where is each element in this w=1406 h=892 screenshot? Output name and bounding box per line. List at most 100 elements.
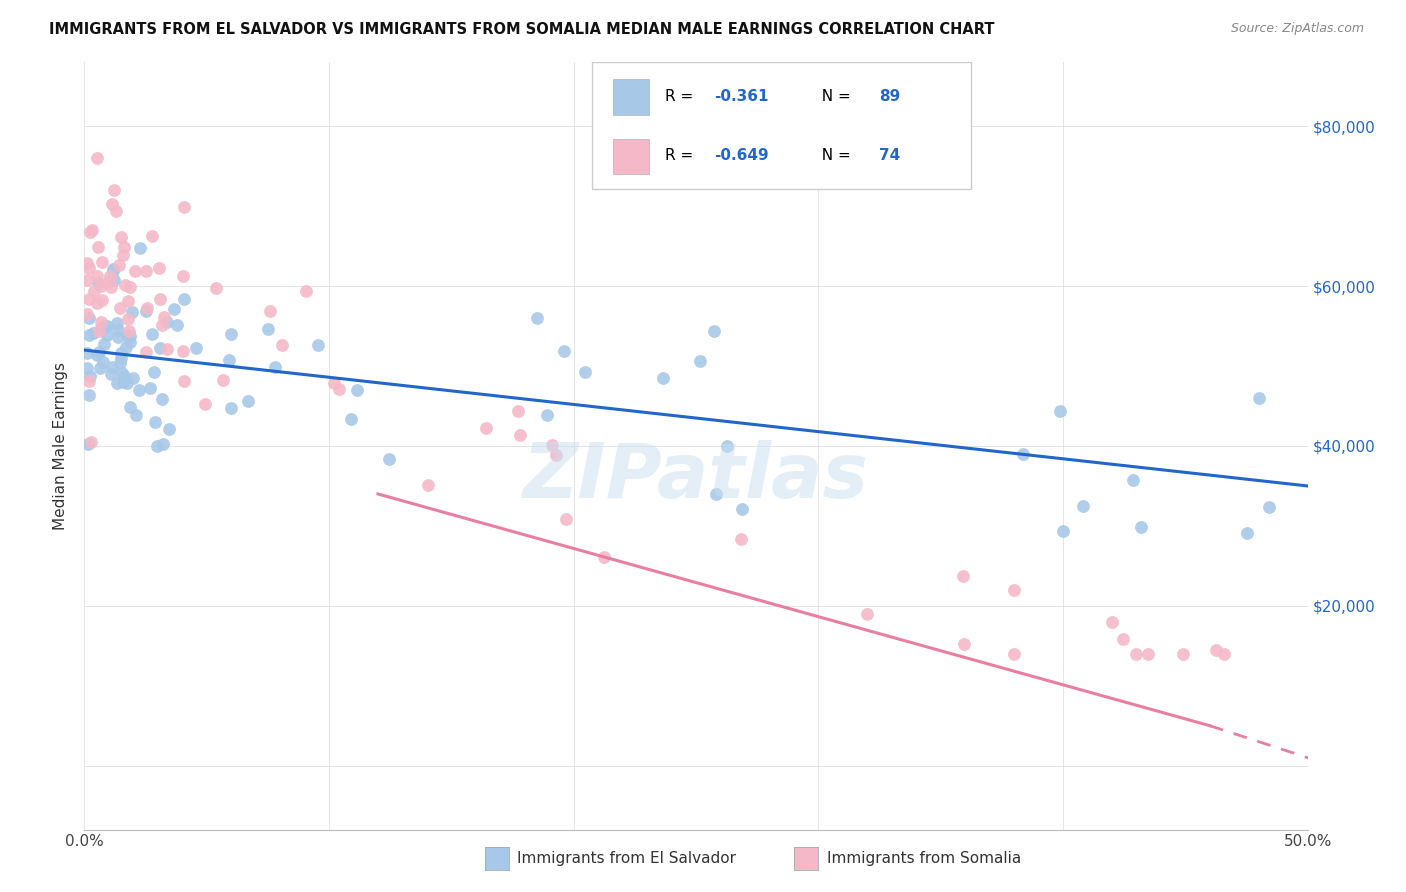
- Text: Immigrants from Somalia: Immigrants from Somalia: [827, 851, 1021, 865]
- Point: [1236, 526, 1258, 541]
- FancyBboxPatch shape: [613, 79, 650, 115]
- Point: [1122, 473, 1144, 487]
- Point: [219, 401, 242, 415]
- Point: [96, 318, 118, 333]
- Point: [135, 264, 157, 278]
- Point: [730, 532, 752, 546]
- Point: [703, 324, 725, 338]
- Point: [94, 319, 117, 334]
- Point: [141, 327, 163, 342]
- Point: [77, 388, 100, 402]
- Point: [100, 280, 122, 294]
- Point: [526, 311, 548, 326]
- Point: [110, 346, 132, 360]
- Point: [163, 302, 186, 317]
- Point: [86, 240, 108, 254]
- Point: [76, 256, 98, 270]
- Point: [1258, 500, 1281, 515]
- Point: [107, 323, 129, 337]
- Point: [1125, 647, 1147, 661]
- Point: [103, 273, 125, 287]
- Point: [107, 329, 129, 343]
- Point: [76, 437, 98, 451]
- Point: [173, 292, 195, 306]
- Point: [86, 348, 108, 362]
- Point: [156, 315, 179, 329]
- Point: [101, 262, 124, 277]
- Point: [117, 312, 139, 326]
- Point: [93, 336, 115, 351]
- Point: [77, 261, 100, 276]
- Point: [218, 353, 240, 368]
- Point: [152, 437, 174, 451]
- Point: [148, 260, 170, 275]
- Text: -0.361: -0.361: [714, 88, 769, 103]
- Point: [98, 268, 121, 283]
- Point: [270, 338, 292, 352]
- Point: [76, 307, 98, 321]
- Point: [1073, 499, 1095, 513]
- Point: [114, 340, 136, 354]
- Point: [1112, 632, 1135, 646]
- Point: [157, 422, 180, 436]
- Point: [129, 241, 152, 255]
- Point: [111, 375, 134, 389]
- Point: [77, 327, 100, 342]
- Point: [1002, 647, 1025, 661]
- Point: [121, 305, 143, 319]
- Point: [100, 367, 122, 381]
- Point: [212, 373, 235, 387]
- Point: [108, 356, 131, 370]
- Point: [593, 550, 616, 565]
- Point: [1171, 647, 1194, 661]
- Point: [166, 318, 188, 333]
- Point: [1002, 582, 1025, 597]
- Point: [115, 376, 138, 391]
- Point: [153, 310, 176, 324]
- Point: [706, 487, 728, 501]
- Point: [173, 374, 195, 388]
- Point: [93, 354, 115, 368]
- Point: [89, 324, 111, 338]
- Point: [141, 229, 163, 244]
- Point: [855, 607, 877, 622]
- Point: [80, 435, 103, 450]
- Point: [77, 292, 100, 306]
- Point: [328, 382, 350, 396]
- Point: [120, 279, 142, 293]
- Point: [86, 151, 108, 165]
- Point: [541, 438, 564, 452]
- Text: IMMIGRANTS FROM EL SALVADOR VS IMMIGRANTS FROM SOMALIA MEDIAN MALE EARNINGS CORR: IMMIGRANTS FROM EL SALVADOR VS IMMIGRANT…: [49, 22, 994, 37]
- Point: [83, 284, 105, 298]
- FancyBboxPatch shape: [613, 138, 650, 175]
- Point: [90, 315, 112, 329]
- Point: [730, 502, 752, 516]
- Point: [139, 381, 162, 395]
- Point: [90, 255, 112, 269]
- Point: [194, 396, 217, 410]
- Point: [101, 264, 124, 278]
- Point: [506, 404, 529, 418]
- Text: N =: N =: [813, 88, 856, 103]
- Point: [204, 281, 226, 295]
- Point: [416, 478, 439, 492]
- Text: 89: 89: [880, 88, 901, 103]
- Point: [112, 240, 135, 254]
- Point: [108, 258, 131, 272]
- Point: [124, 264, 146, 278]
- Point: [184, 341, 207, 355]
- Point: [117, 294, 139, 309]
- Point: [475, 421, 498, 435]
- Point: [118, 329, 141, 343]
- Point: [1137, 647, 1160, 661]
- Point: [118, 400, 141, 414]
- Point: [105, 376, 128, 391]
- Text: 74: 74: [880, 148, 901, 163]
- Point: [96, 327, 118, 342]
- Point: [125, 408, 148, 422]
- Point: [172, 344, 194, 359]
- Point: [135, 303, 157, 318]
- Point: [79, 368, 101, 383]
- Point: [76, 346, 98, 360]
- Point: [256, 322, 278, 336]
